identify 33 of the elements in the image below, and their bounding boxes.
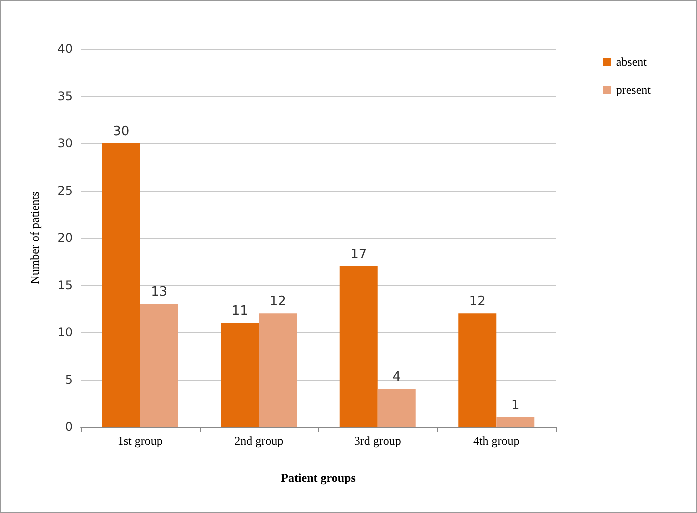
data-label: 17	[350, 247, 368, 262]
x-tick-label: 3rd group	[354, 434, 402, 448]
x-tick-label: 4th group	[473, 434, 520, 448]
y-tick-label: 40	[58, 42, 73, 56]
bar	[140, 304, 178, 427]
data-label: 12	[469, 294, 486, 310]
data-label: 30	[113, 124, 130, 140]
x-tick-label: 1st group	[118, 434, 163, 448]
bar	[259, 314, 298, 427]
data-label: 1	[511, 398, 520, 414]
x-tick-label: 2nd group	[234, 434, 284, 448]
y-tick-label: 20	[58, 231, 73, 245]
bar	[378, 389, 416, 427]
y-tick-label: 5	[65, 372, 73, 387]
y-tick-label: 15	[58, 278, 73, 292]
y-tick-label: 0	[65, 420, 73, 434]
x-axis-title: Patient groups	[281, 471, 356, 485]
data-label: 13	[151, 285, 168, 300]
y-axis-title: Number of patients	[28, 191, 42, 284]
legend-label: present	[616, 83, 652, 97]
bar	[496, 418, 535, 427]
y-tick-label: 25	[58, 184, 73, 198]
bar	[458, 314, 497, 427]
bar	[221, 323, 260, 427]
y-tick-label: 35	[58, 89, 73, 104]
y-tick-label: 10	[58, 326, 73, 340]
data-label: 11	[232, 304, 248, 320]
legend-label: absent	[616, 55, 648, 69]
bar	[340, 266, 378, 427]
bar	[102, 144, 140, 427]
data-label: 4	[392, 370, 402, 386]
y-tick-label: 30	[58, 136, 73, 150]
data-label: 12	[270, 294, 286, 310]
